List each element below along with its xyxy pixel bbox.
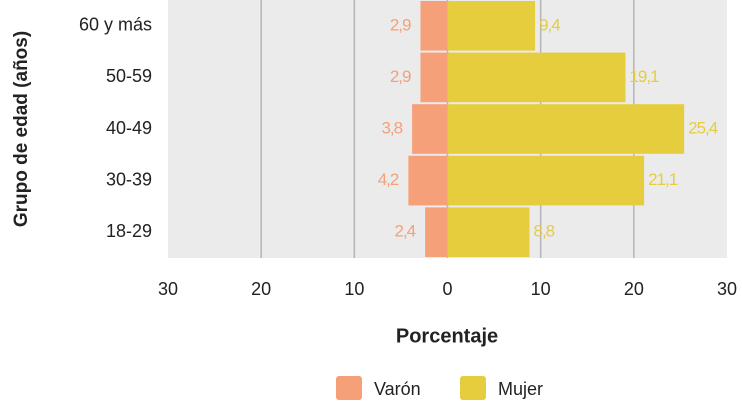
legend-swatch: [336, 376, 362, 400]
value-label: 2,9: [390, 15, 411, 34]
bar: [408, 155, 448, 206]
bar: [447, 104, 685, 154]
bar: [412, 104, 448, 154]
x-axis-title: Porcentaje: [396, 325, 498, 347]
y-axis-title: Grupo de edad (años): [11, 31, 32, 227]
bar: [447, 52, 626, 103]
legend-swatch: [460, 376, 486, 400]
bar: [447, 155, 645, 206]
bar: [420, 52, 448, 103]
y-tick-label: 50-59: [106, 66, 152, 86]
value-label: 25,4: [688, 118, 718, 137]
y-tick-label: 60 y más: [79, 15, 152, 35]
x-tick-label: 30: [158, 279, 178, 299]
value-label: 2,9: [390, 67, 411, 86]
y-tick-label: 18-29: [106, 221, 152, 241]
bar: [447, 1, 536, 51]
value-label: 19,1: [629, 67, 659, 86]
value-label: 9,4: [539, 15, 560, 34]
value-label: 4,2: [378, 170, 399, 189]
bar: [447, 207, 530, 257]
x-tick-label: 20: [251, 279, 271, 299]
x-tick-label: 10: [531, 279, 551, 299]
value-label: 8,8: [533, 222, 554, 241]
x-tick-label: 0: [442, 279, 452, 299]
x-tick-label: 20: [624, 279, 644, 299]
bar: [420, 1, 448, 51]
legend-label: Varón: [374, 379, 421, 399]
bar: [425, 207, 448, 257]
x-tick-label: 10: [344, 279, 364, 299]
value-label: 21,1: [648, 170, 678, 189]
y-tick-label: 30-39: [106, 169, 152, 189]
value-label: 2,4: [394, 222, 415, 241]
value-label: 3,8: [381, 118, 402, 137]
legend-label: Mujer: [498, 379, 543, 399]
y-tick-label: 40-49: [106, 118, 152, 138]
x-tick-label: 30: [717, 279, 737, 299]
